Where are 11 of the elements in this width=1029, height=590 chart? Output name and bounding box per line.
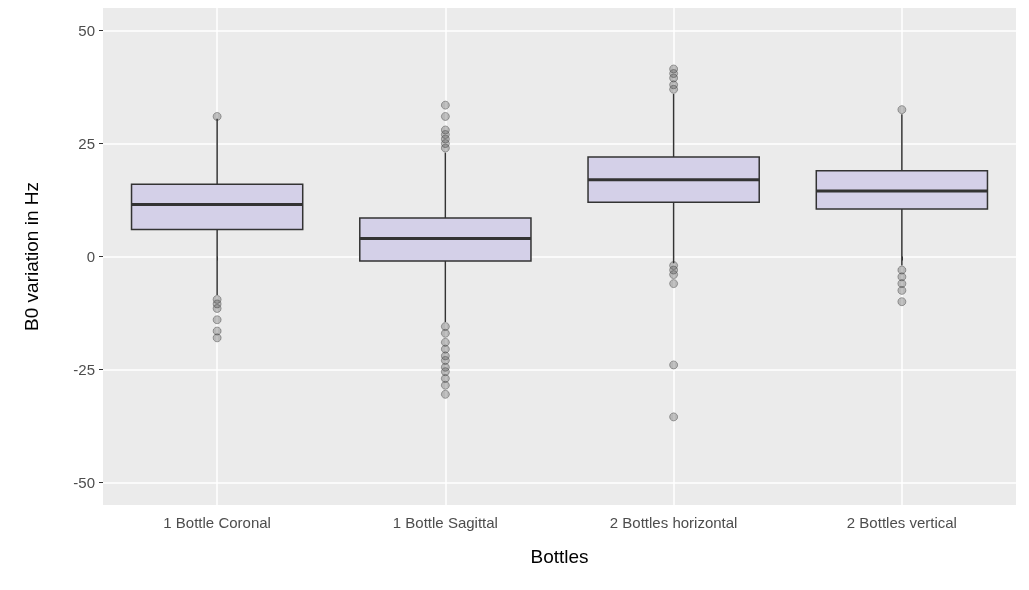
x-tick-label: 2 Bottles horizontal	[609, 514, 738, 531]
y-tick-label: 0	[86, 248, 95, 265]
y-tick-label: 50	[78, 22, 95, 40]
x-tick-label: 1 Bottle Coronal	[163, 514, 271, 531]
x-tick-label: 1 Bottle Sagittal	[392, 514, 498, 531]
y-axis-title: B0 variation in Hz	[21, 182, 42, 331]
x-tick-label: 2 Bottles vertical	[846, 514, 957, 531]
y-tick-label: 25	[78, 135, 95, 153]
x-axis-title: Bottles	[530, 546, 589, 567]
y-tick-label: -25	[73, 360, 95, 378]
y-tick-label: -50	[73, 473, 95, 491]
